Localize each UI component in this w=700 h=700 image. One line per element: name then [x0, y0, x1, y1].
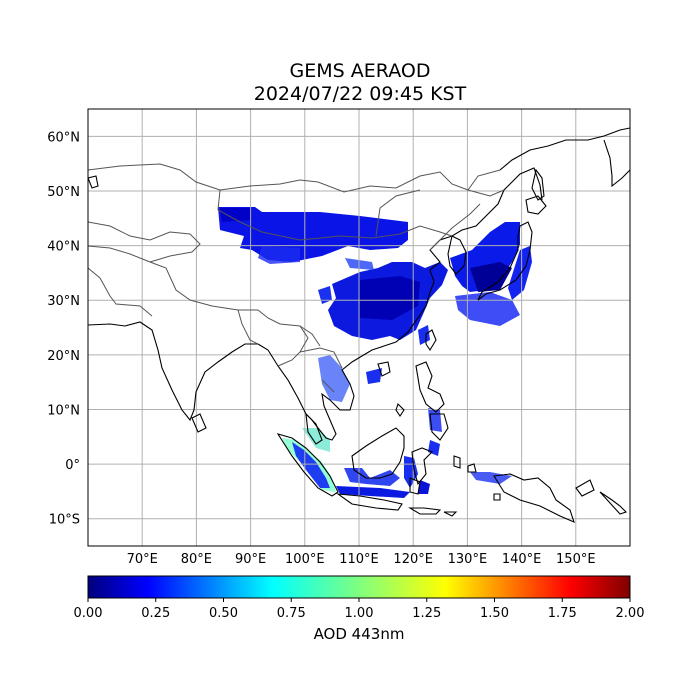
latitude-tick-labels: 60°N 50°N 40°N 30°N 20°N 10°N 0° 10°S	[47, 130, 80, 527]
latitude-tick-label: 30°N	[47, 294, 80, 309]
colorbar-tick-label: 1.00	[345, 606, 374, 621]
latitude-tick-label: 50°N	[47, 185, 80, 200]
country-borders	[88, 163, 505, 393]
latitude-tick-label: 0°	[65, 458, 80, 473]
longitude-tick-label: 80°E	[181, 552, 212, 567]
longitude-tick-label: 130°E	[448, 552, 488, 567]
longitude-tick-label: 100°E	[285, 552, 325, 567]
latitude-tick-label: 20°N	[47, 349, 80, 364]
latitude-tick-label: 10°S	[49, 513, 80, 528]
coastlines	[88, 127, 630, 523]
colorbar-tick-label: 1.75	[548, 606, 577, 621]
latitude-tick-label: 60°N	[47, 130, 80, 145]
colorbar-tick-label: 0.75	[277, 606, 306, 621]
latitude-tick-label: 10°N	[47, 403, 80, 418]
colorbar-tick-label: 0.00	[74, 606, 103, 621]
colorbar-tick-label: 1.25	[412, 606, 441, 621]
colorbar-label: AOD 443nm	[313, 625, 405, 643]
colorbar	[87, 575, 631, 599]
colorbar-tick-label: 0.50	[209, 606, 238, 621]
longitude-tick-label: 120°E	[393, 552, 433, 567]
latitude-tick-label: 40°N	[47, 240, 80, 255]
colorbar-tick-labels: 0.00 0.25 0.50 0.75 1.00 1.25 1.50 1.75 2.00	[74, 598, 645, 621]
longitude-tick-label: 70°E	[127, 552, 158, 567]
longitude-tick-label: 90°E	[235, 552, 266, 567]
longitude-tick-label: 110°E	[339, 552, 379, 567]
longitude-tick-labels: 70°E 80°E 90°E 100°E 110°E 120°E 130°E 140°E 150…	[127, 552, 596, 567]
map-subtitle-datetime: 2024/07/22 09:45 KST	[253, 83, 467, 105]
colorbar-tick-label: 0.25	[141, 606, 170, 621]
map-border	[87, 108, 631, 547]
colorbar-tick-label: 1.50	[480, 606, 509, 621]
longitude-tick-label: 150°E	[556, 552, 596, 567]
map-title: GEMS AERAOD	[289, 60, 431, 82]
graticule	[88, 109, 630, 546]
colorbar-tick-label: 2.00	[616, 606, 645, 621]
longitude-tick-label: 140°E	[502, 552, 542, 567]
